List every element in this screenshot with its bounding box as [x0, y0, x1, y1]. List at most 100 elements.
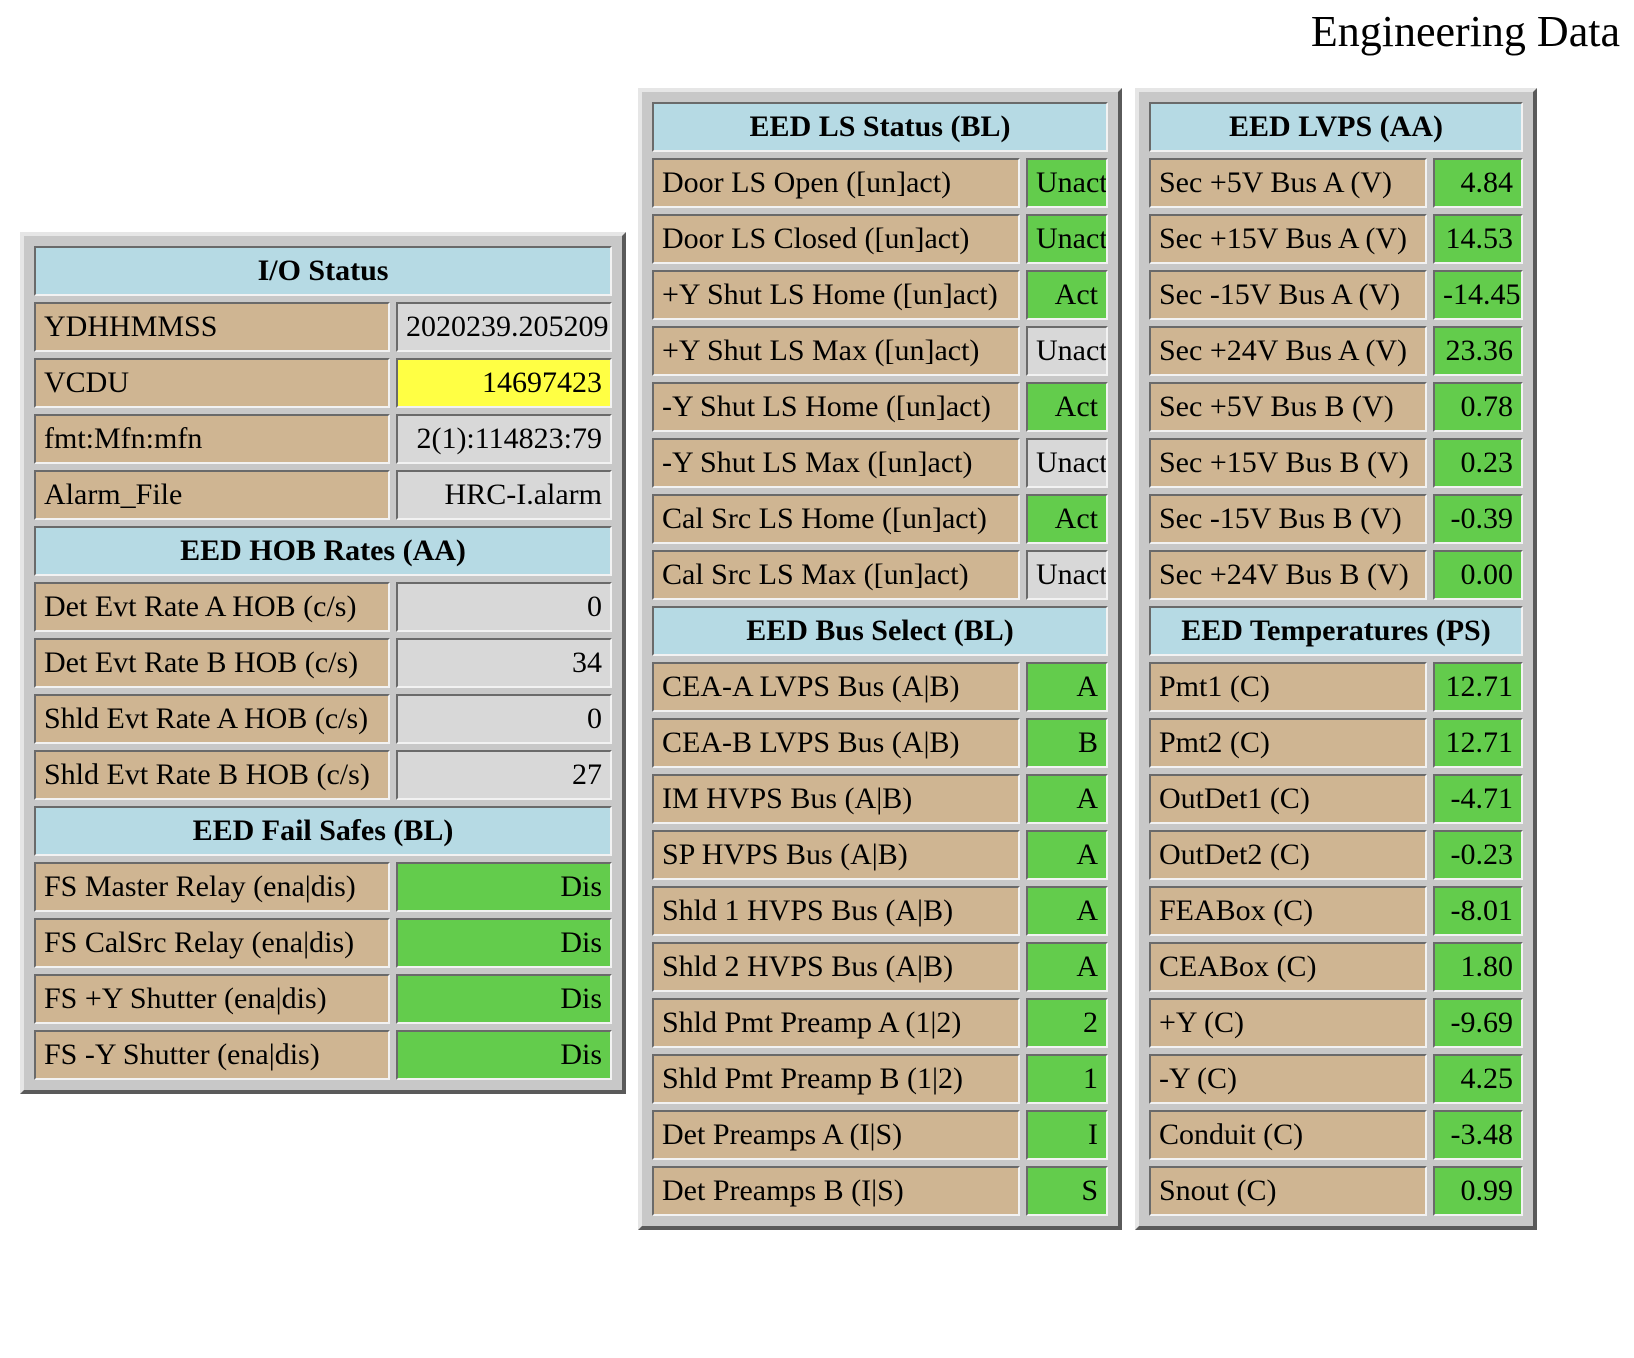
table-row: Sec -15V Bus A (V) -14.45 [1149, 270, 1523, 320]
temperatures-label: OutDet2 (C) [1149, 830, 1427, 880]
table-row: Shld 2 HVPS Bus (A|B) A [652, 942, 1108, 992]
lvps-value: 4.84 [1433, 158, 1523, 208]
hob-rates-label: Shld Evt Rate A HOB (c/s) [34, 694, 390, 744]
table-row: FS +Y Shutter (ena|dis) Dis [34, 974, 612, 1024]
table-row: FS Master Relay (ena|dis) Dis [34, 862, 612, 912]
ls-status-value: Unact [1026, 438, 1108, 488]
hob-rates-label: Det Evt Rate A HOB (c/s) [34, 582, 390, 632]
ls-status-label: Door LS Closed ([un]act) [652, 214, 1020, 264]
lvps-label: Sec +15V Bus B (V) [1149, 438, 1427, 488]
temperatures-header: EED Temperatures (PS) [1149, 606, 1523, 656]
fail-safes-header: EED Fail Safes (BL) [34, 806, 612, 856]
io-status-value: 2020239.205209 [396, 302, 612, 352]
table-row: CEA-A LVPS Bus (A|B) A [652, 662, 1108, 712]
bus-select-label: Shld 2 HVPS Bus (A|B) [652, 942, 1020, 992]
table-row: CEABox (C) 1.80 [1149, 942, 1523, 992]
table-row: Sec -15V Bus B (V) -0.39 [1149, 494, 1523, 544]
bus-select-value: B [1026, 718, 1108, 768]
ls-status-value: Act [1026, 270, 1108, 320]
table-row: Pmt2 (C) 12.71 [1149, 718, 1523, 768]
lvps-label: Sec +15V Bus A (V) [1149, 214, 1427, 264]
lvps-value: 23.36 [1433, 326, 1523, 376]
table-row: Cal Src LS Max ([un]act) Unact [652, 550, 1108, 600]
table-row: Pmt1 (C) 12.71 [1149, 662, 1523, 712]
fail-safes-label: FS -Y Shutter (ena|dis) [34, 1030, 390, 1080]
bus-select-value: A [1026, 886, 1108, 936]
table-row: +Y (C) -9.69 [1149, 998, 1523, 1048]
temperatures-label: Pmt1 (C) [1149, 662, 1427, 712]
bus-select-value: A [1026, 830, 1108, 880]
temperatures-value: -4.71 [1433, 774, 1523, 824]
table-row: -Y Shut LS Home ([un]act) Act [652, 382, 1108, 432]
table-row: FEABox (C) -8.01 [1149, 886, 1523, 936]
ls-status-value: Unact [1026, 158, 1108, 208]
lvps-value: -0.39 [1433, 494, 1523, 544]
bus-select-header: EED Bus Select (BL) [652, 606, 1108, 656]
table-row: Shld Evt Rate B HOB (c/s) 27 [34, 750, 612, 800]
table-row: Shld Pmt Preamp B (1|2) 1 [652, 1054, 1108, 1104]
ls-status-label: Door LS Open ([un]act) [652, 158, 1020, 208]
table-row: fmt:Mfn:mfn 2(1):114823:79 [34, 414, 612, 464]
io-status-panel: I/O Status YDHHMMSS 2020239.205209 VCDU 1469… [20, 232, 626, 1094]
temperatures-label: FEABox (C) [1149, 886, 1427, 936]
lvps-section: EED LVPS (AA) Sec +5V Bus A (V) 4.84 Sec +1… [1149, 102, 1523, 600]
lvps-temp-table: EED LVPS (AA) Sec +5V Bus A (V) 4.84 Sec +1… [1143, 96, 1529, 1222]
table-row: Door LS Closed ([un]act) Unact [652, 214, 1108, 264]
table-row: Shld Pmt Preamp A (1|2) 2 [652, 998, 1108, 1048]
table-row: Shld 1 HVPS Bus (A|B) A [652, 886, 1108, 936]
temperatures-value: 0.99 [1433, 1166, 1523, 1216]
bus-select-label: IM HVPS Bus (A|B) [652, 774, 1020, 824]
bus-select-label: Det Preamps A (I|S) [652, 1110, 1020, 1160]
temperatures-label: CEABox (C) [1149, 942, 1427, 992]
temperatures-label: Conduit (C) [1149, 1110, 1427, 1160]
bus-select-label: Shld Pmt Preamp B (1|2) [652, 1054, 1020, 1104]
fail-safes-value: Dis [396, 1030, 612, 1080]
bus-select-label: Shld Pmt Preamp A (1|2) [652, 998, 1020, 1048]
table-row: Cal Src LS Home ([un]act) Act [652, 494, 1108, 544]
hob-rates-label: Det Evt Rate B HOB (c/s) [34, 638, 390, 688]
ls-status-value: Unact [1026, 214, 1108, 264]
hob-rates-section: EED HOB Rates (AA) Det Evt Rate A HOB (c/… [34, 526, 612, 800]
io-status-value: HRC-I.alarm [396, 470, 612, 520]
table-row: Det Evt Rate B HOB (c/s) 34 [34, 638, 612, 688]
bus-select-label: SP HVPS Bus (A|B) [652, 830, 1020, 880]
bus-select-value: I [1026, 1110, 1108, 1160]
temperatures-value: 4.25 [1433, 1054, 1523, 1104]
io-status-value: 14697423 [396, 358, 612, 408]
temperatures-label: Pmt2 (C) [1149, 718, 1427, 768]
bus-select-value: 2 [1026, 998, 1108, 1048]
fail-safes-label: FS CalSrc Relay (ena|dis) [34, 918, 390, 968]
table-row: +Y Shut LS Home ([un]act) Act [652, 270, 1108, 320]
io-status-section: I/O Status YDHHMMSS 2020239.205209 VCDU 1469… [34, 246, 612, 520]
io-status-table: I/O Status YDHHMMSS 2020239.205209 VCDU 1469… [28, 240, 618, 1086]
bus-select-section: EED Bus Select (BL) CEA-A LVPS Bus (A|B) A… [652, 606, 1108, 1216]
table-row: OutDet1 (C) -4.71 [1149, 774, 1523, 824]
table-row: -Y Shut LS Max ([un]act) Unact [652, 438, 1108, 488]
bus-select-label: CEA-B LVPS Bus (A|B) [652, 718, 1020, 768]
table-row: SP HVPS Bus (A|B) A [652, 830, 1108, 880]
temperatures-value: -8.01 [1433, 886, 1523, 936]
bus-select-value: S [1026, 1166, 1108, 1216]
temperatures-label: Snout (C) [1149, 1166, 1427, 1216]
table-row: Sec +5V Bus B (V) 0.78 [1149, 382, 1523, 432]
page-title: Engineering Data [1310, 7, 1620, 56]
temperatures-value: -0.23 [1433, 830, 1523, 880]
lvps-label: Sec +5V Bus B (V) [1149, 382, 1427, 432]
lvps-label: Sec +24V Bus B (V) [1149, 550, 1427, 600]
ls-status-label: Cal Src LS Max ([un]act) [652, 550, 1020, 600]
lvps-value: 14.53 [1433, 214, 1523, 264]
fail-safes-value: Dis [396, 974, 612, 1024]
lvps-temp-panel: EED LVPS (AA) Sec +5V Bus A (V) 4.84 Sec +1… [1135, 88, 1537, 1230]
table-row: FS -Y Shutter (ena|dis) Dis [34, 1030, 612, 1080]
table-row: Sec +24V Bus A (V) 23.36 [1149, 326, 1523, 376]
fail-safes-value: Dis [396, 862, 612, 912]
temperatures-label: +Y (C) [1149, 998, 1427, 1048]
fail-safes-section: EED Fail Safes (BL) FS Master Relay (ena|… [34, 806, 612, 1080]
ls-status-label: +Y Shut LS Home ([un]act) [652, 270, 1020, 320]
ls-status-label: +Y Shut LS Max ([un]act) [652, 326, 1020, 376]
table-row: Sec +15V Bus B (V) 0.23 [1149, 438, 1523, 488]
bus-select-label: Det Preamps B (I|S) [652, 1166, 1020, 1216]
lvps-value: 0.23 [1433, 438, 1523, 488]
temperatures-section: EED Temperatures (PS) Pmt1 (C) 12.71 Pmt2 (… [1149, 606, 1523, 1216]
fail-safes-label: FS Master Relay (ena|dis) [34, 862, 390, 912]
